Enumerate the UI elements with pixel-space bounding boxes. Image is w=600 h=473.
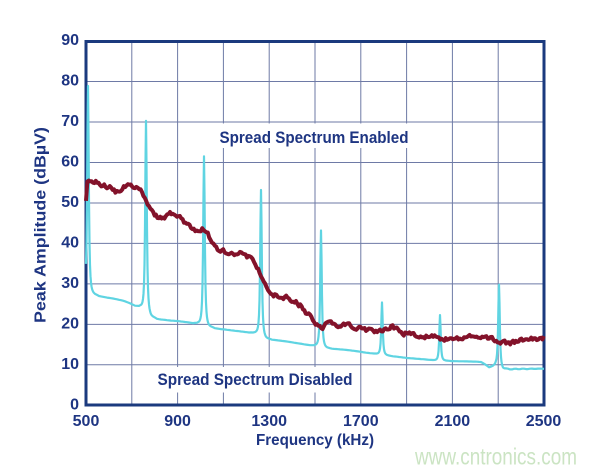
svg-text:Frequency (kHz): Frequency (kHz) [256, 432, 374, 449]
svg-text:www.cntronics.com: www.cntronics.com [414, 444, 577, 470]
svg-text:20: 20 [61, 315, 79, 332]
svg-text:40: 40 [61, 234, 79, 251]
svg-text:Spread Spectrum Enabled: Spread Spectrum Enabled [220, 128, 409, 147]
svg-text:60: 60 [61, 154, 79, 171]
svg-text:50: 50 [61, 194, 79, 211]
svg-text:90: 90 [61, 32, 79, 49]
svg-text:10: 10 [61, 356, 79, 373]
svg-text:70: 70 [61, 113, 79, 130]
svg-text:500: 500 [73, 413, 100, 430]
svg-text:80: 80 [61, 73, 79, 90]
svg-text:900: 900 [164, 413, 191, 430]
svg-text:0: 0 [70, 396, 79, 413]
svg-text:2100: 2100 [435, 413, 471, 430]
svg-text:30: 30 [61, 275, 79, 292]
svg-text:2500: 2500 [526, 413, 562, 430]
svg-text:Spread Spectrum Disabled: Spread Spectrum Disabled [158, 370, 353, 389]
svg-text:1300: 1300 [251, 413, 287, 430]
svg-text:Peak Amplitude (dBµV): Peak Amplitude (dBµV) [33, 127, 50, 323]
svg-text:1700: 1700 [343, 413, 379, 430]
